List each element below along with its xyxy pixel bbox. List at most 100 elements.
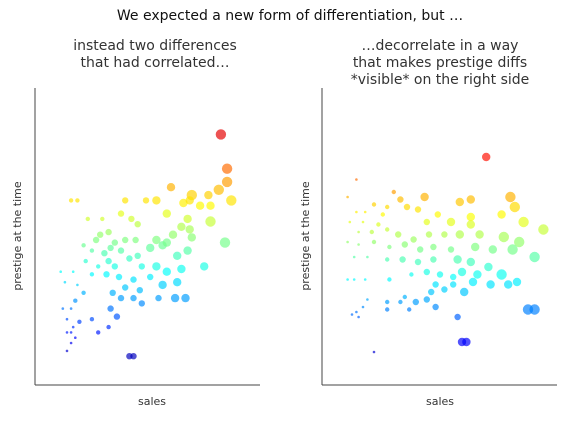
left-data-point-57 — [200, 262, 209, 271]
right-data-point-94 — [357, 315, 360, 319]
left-data-point-23 — [183, 214, 192, 224]
right-data-point-13 — [414, 206, 422, 213]
right-data-points — [346, 152, 549, 354]
left-data-point-75 — [130, 294, 137, 302]
right-data-point-82 — [385, 299, 390, 305]
right-chart-title: …decorrelate in a way that makes prestig… — [315, 38, 565, 89]
left-data-point-68 — [136, 287, 143, 294]
right-data-point-1 — [355, 178, 358, 181]
right-data-point-37 — [498, 231, 509, 243]
left-data-point-78 — [61, 307, 65, 310]
left-data-point-40 — [89, 248, 95, 253]
right-chart-title-line-3: *visible* on the right side — [350, 72, 530, 88]
right-data-point-30 — [385, 227, 390, 232]
right-data-point-88 — [407, 307, 412, 312]
left-data-point-55 — [162, 267, 171, 276]
right-data-point-51 — [352, 255, 356, 259]
left-data-point-50 — [105, 257, 112, 265]
left-data-point-65 — [63, 280, 67, 284]
left-data-point-58 — [59, 270, 62, 274]
left-data-point-89 — [69, 341, 73, 345]
left-data-point-54 — [152, 262, 161, 271]
left-data-point-62 — [115, 273, 123, 281]
left-data-point-88 — [74, 336, 77, 340]
left-data-point-67 — [122, 284, 129, 291]
left-data-point-39 — [81, 243, 86, 248]
left-data-point-66 — [76, 283, 79, 287]
left-data-point-29 — [105, 228, 112, 236]
left-data-point-96 — [96, 330, 101, 335]
left-data-point-27 — [185, 225, 194, 234]
left-data-point-56 — [177, 264, 186, 274]
left-data-point-84 — [113, 313, 121, 320]
left-data-point-93 — [71, 325, 75, 329]
right-data-point-11 — [385, 204, 390, 210]
left-data-point-32 — [111, 239, 119, 246]
left-data-point-87 — [69, 331, 73, 334]
right-data-point-43 — [401, 241, 408, 248]
left-data-point-43 — [117, 247, 125, 254]
right-chart-title-line-2: that makes prestige diffs — [352, 55, 528, 71]
right-data-point-9 — [509, 201, 520, 213]
right-data-point-73 — [468, 277, 478, 287]
right-data-point-16 — [380, 212, 385, 217]
left-data-point-3 — [213, 184, 224, 195]
left-data-point-12 — [185, 196, 194, 205]
right-data-point-84 — [412, 298, 419, 306]
right-data-point-72 — [450, 281, 457, 288]
right-data-point-41 — [371, 239, 377, 245]
right-data-point-23 — [423, 218, 430, 226]
left-data-point-81 — [181, 293, 190, 303]
left-data-point-71 — [81, 290, 86, 295]
left-data-point-95 — [77, 319, 82, 324]
left-chart-title-line-2: that had correlated… — [80, 55, 230, 71]
left-data-point-1 — [221, 163, 233, 174]
right-data-point-57 — [453, 255, 462, 264]
left-data-point-83 — [89, 317, 95, 322]
left-data-point-42 — [107, 244, 114, 252]
right-data-point-46 — [447, 246, 455, 253]
right-data-point-71 — [432, 281, 439, 288]
right-data-point-58 — [466, 257, 475, 267]
left-data-point-16 — [142, 197, 150, 204]
right-data-point-55 — [414, 258, 422, 266]
left-data-point-77 — [155, 294, 162, 302]
right-data-point-24 — [446, 217, 456, 227]
right-data-point-38 — [514, 236, 525, 248]
right-data-point-14 — [355, 210, 358, 214]
left-data-point-49 — [96, 264, 101, 269]
right-data-point-79 — [460, 287, 469, 297]
left-data-point-17 — [85, 216, 91, 222]
left-data-point-19 — [117, 210, 125, 217]
right-data-point-42 — [387, 244, 392, 250]
left-data-point-76 — [138, 300, 145, 307]
right-x-axis-label: sales — [426, 395, 454, 408]
left-data-point-73 — [73, 298, 78, 303]
left-data-point-41 — [101, 250, 108, 257]
left-data-point-13 — [68, 198, 74, 203]
right-data-point-70 — [387, 277, 392, 282]
left-data-point-18 — [100, 216, 105, 222]
left-data-point-64 — [147, 273, 154, 281]
left-data-point-44 — [134, 252, 141, 259]
left-data-point-26 — [168, 230, 178, 239]
left-data-point-60 — [89, 272, 95, 277]
right-data-point-54 — [399, 256, 406, 263]
right-data-point-93 — [350, 313, 354, 316]
right-data-point-60 — [409, 272, 414, 277]
right-data-point-80 — [402, 294, 407, 300]
left-data-point-38 — [219, 237, 231, 248]
right-data-point-89 — [432, 303, 439, 311]
right-data-point-50 — [529, 251, 540, 263]
left-data-point-2 — [221, 176, 233, 188]
left-data-point-82 — [107, 305, 114, 312]
right-data-point-87 — [385, 307, 390, 312]
left-data-point-79 — [69, 307, 73, 310]
right-data-point-34 — [441, 231, 448, 238]
right-data-point-83 — [398, 299, 403, 305]
left-data-point-24 — [205, 216, 216, 227]
left-data-point-11 — [179, 198, 188, 208]
right-data-point-48 — [488, 245, 497, 254]
right-data-point-75 — [504, 280, 513, 289]
right-chart-title-line-1: …decorrelate in a way — [361, 38, 519, 54]
